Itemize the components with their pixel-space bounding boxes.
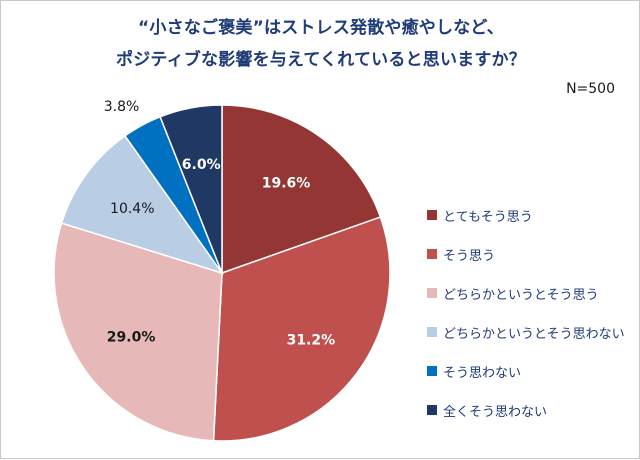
sample-size-label: N=500 xyxy=(566,81,615,97)
legend-label-1: そう思う xyxy=(443,248,496,264)
legend-item-1: そう思う xyxy=(427,246,625,264)
legend-label-5: 全くそう思わない xyxy=(443,404,548,420)
pie-slice-5 xyxy=(159,104,223,274)
legend-label-4: そう思わない xyxy=(443,365,522,381)
pie-slice-2 xyxy=(53,222,223,442)
legend-label-3: どちらかというとそう思わない xyxy=(443,326,625,342)
slice-label-0: 19.6% xyxy=(262,175,311,191)
slice-label-5: 6.0% xyxy=(182,157,221,173)
legend-item-4: そう思わない xyxy=(427,363,625,381)
legend-swatch-5 xyxy=(427,405,437,415)
slice-label-2: 29.0% xyxy=(107,329,156,345)
slice-label-3: 10.4% xyxy=(110,201,154,217)
legend-swatch-0 xyxy=(427,210,437,220)
legend-swatch-4 xyxy=(427,366,437,376)
legend-label-2: どちらかというとそう思う xyxy=(443,287,599,303)
pie-slice-3 xyxy=(60,134,224,275)
legend-swatch-1 xyxy=(427,249,437,259)
slice-label-1: 31.2% xyxy=(287,332,336,348)
legend-item-5: 全くそう思わない xyxy=(427,402,625,420)
chart-title: “小さなご褒美”はストレス発散や癒やしなど、 xyxy=(138,18,504,38)
chart-subtitle: ポジティブな影響を与えてくれていると思いますか？ xyxy=(116,50,526,70)
legend-item-3: どちらかというとそう思わない xyxy=(427,324,625,342)
legend-swatch-3 xyxy=(427,327,437,337)
slice-label-4: 3.8% xyxy=(104,99,140,115)
legend-label-0: とてもそう思う xyxy=(443,209,533,225)
legend-item-0: とてもそう思う xyxy=(427,207,625,225)
legend-swatch-2 xyxy=(427,288,437,298)
legend-item-2: どちらかというとそう思う xyxy=(427,285,625,303)
pie-slice-1 xyxy=(212,216,391,442)
legend: とてもそう思う そう思う どちらかというとそう思う どちらかというとそう思わない… xyxy=(427,207,625,441)
